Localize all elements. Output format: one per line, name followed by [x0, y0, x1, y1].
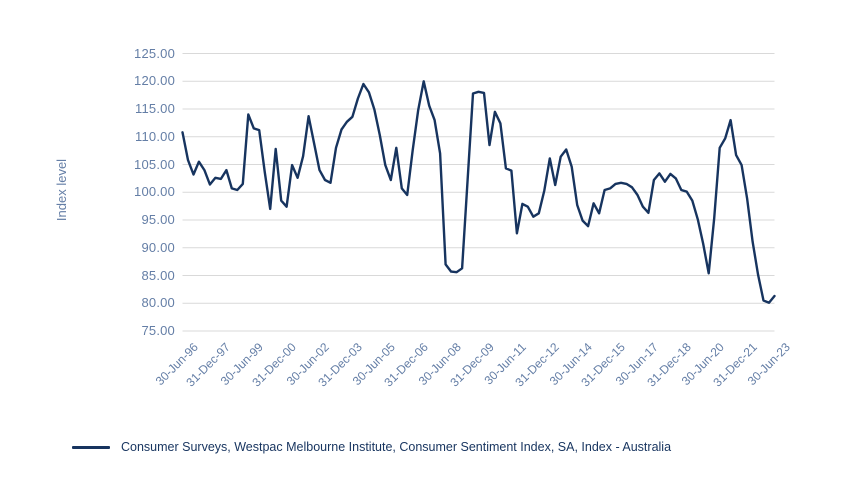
legend: Consumer Surveys, Westpac Melbourne Inst…: [72, 440, 671, 454]
y-axis-tick-label: 120.00: [134, 73, 175, 89]
y-axis-tick-label: 95.00: [141, 212, 175, 227]
y-axis-tick-label: 105.00: [134, 156, 175, 172]
y-axis-tick-label: 125.00: [134, 45, 175, 61]
legend-line-swatch: [72, 445, 110, 449]
y-axis-tick-label: 85.00: [141, 267, 175, 283]
y-axis-tick-label: 80.00: [141, 295, 175, 311]
y-axis-tick-label: 90.00: [141, 239, 175, 255]
y-axis-tick-label: 110.00: [135, 128, 175, 144]
legend-label: Consumer Surveys, Westpac Melbourne Inst…: [121, 440, 672, 454]
y-axis-tick-label: 115.00: [135, 101, 175, 116]
y-axis-tick-label: 100.00: [134, 184, 175, 200]
sentiment-line-series: [181, 80, 776, 304]
y-axis-tick-label: 75.00: [141, 323, 175, 338]
